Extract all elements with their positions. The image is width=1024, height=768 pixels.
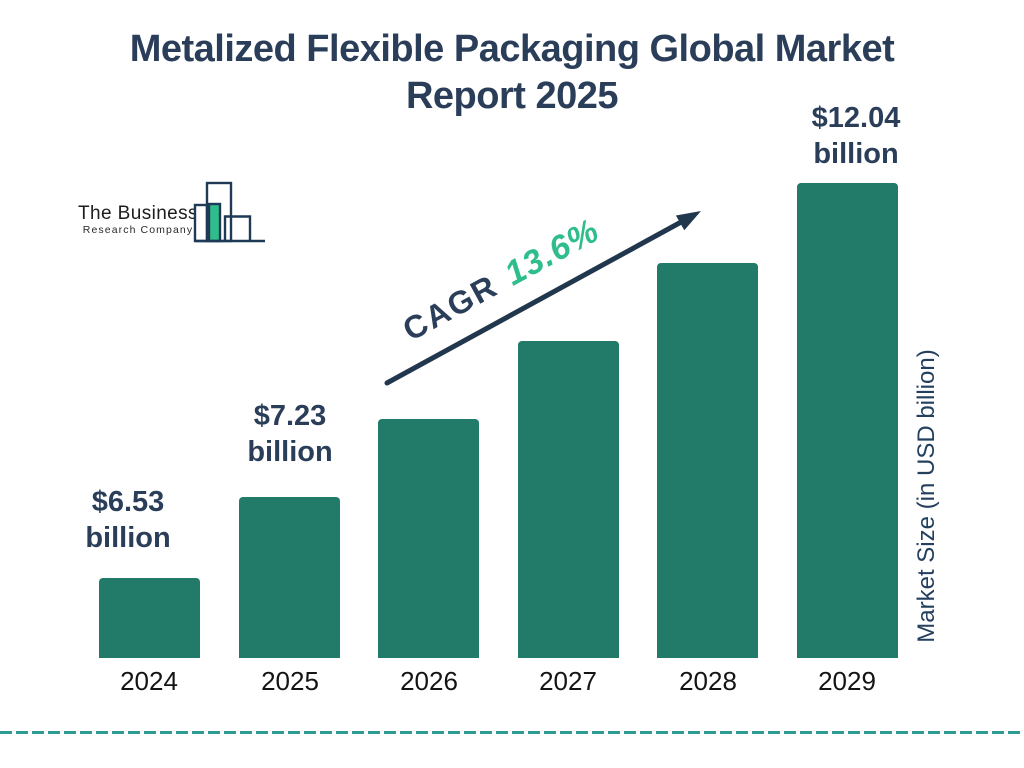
page-title-line2: Report 2025 xyxy=(405,75,619,117)
company-name: The Business xyxy=(78,203,198,224)
bar-2029 xyxy=(797,183,898,658)
value-label-2024-amount: $6.53 xyxy=(91,486,165,518)
bar-2027 xyxy=(518,341,619,658)
value-label-2024-unit: billion xyxy=(85,522,171,554)
x-tick-2024: 2024 xyxy=(120,666,178,696)
value-label-2029: $12.04 billion xyxy=(756,100,956,172)
x-tick-2025: 2025 xyxy=(261,666,319,696)
cagr-label: CAGR xyxy=(396,266,504,348)
bar-2028 xyxy=(657,263,758,658)
value-label-2024: $6.53 billion xyxy=(28,484,228,556)
cagr-value: 13.6% xyxy=(498,210,606,293)
company-logo-text: The Business Research Company xyxy=(76,203,200,237)
x-tick-2026: 2026 xyxy=(400,666,458,696)
logo-bar-chart-icon xyxy=(193,181,265,243)
bar-2025 xyxy=(239,497,340,658)
value-label-2025-amount: $7.23 xyxy=(253,400,327,432)
value-label-2029-unit: billion xyxy=(813,138,899,170)
value-label-2025-unit: billion xyxy=(247,436,333,468)
page-title-line1: Metalized Flexible Packaging Global Mark… xyxy=(129,28,895,70)
bottom-dashed-divider xyxy=(0,731,1024,734)
bar-2026 xyxy=(378,419,479,658)
value-label-2029-amount: $12.04 xyxy=(811,102,901,134)
x-tick-2029: 2029 xyxy=(818,666,876,696)
page-title: Metalized Flexible Packaging Global Mark… xyxy=(0,26,1024,120)
x-tick-2028: 2028 xyxy=(679,666,737,696)
x-tick-2027: 2027 xyxy=(539,666,597,696)
y-axis-label: Market Size (in USD billion) xyxy=(913,349,940,643)
value-label-2025: $7.23 billion xyxy=(190,398,390,470)
bar-2024 xyxy=(99,578,200,658)
company-logo: The Business Research Company xyxy=(70,178,280,248)
company-name-sub: Research Company xyxy=(82,224,194,236)
